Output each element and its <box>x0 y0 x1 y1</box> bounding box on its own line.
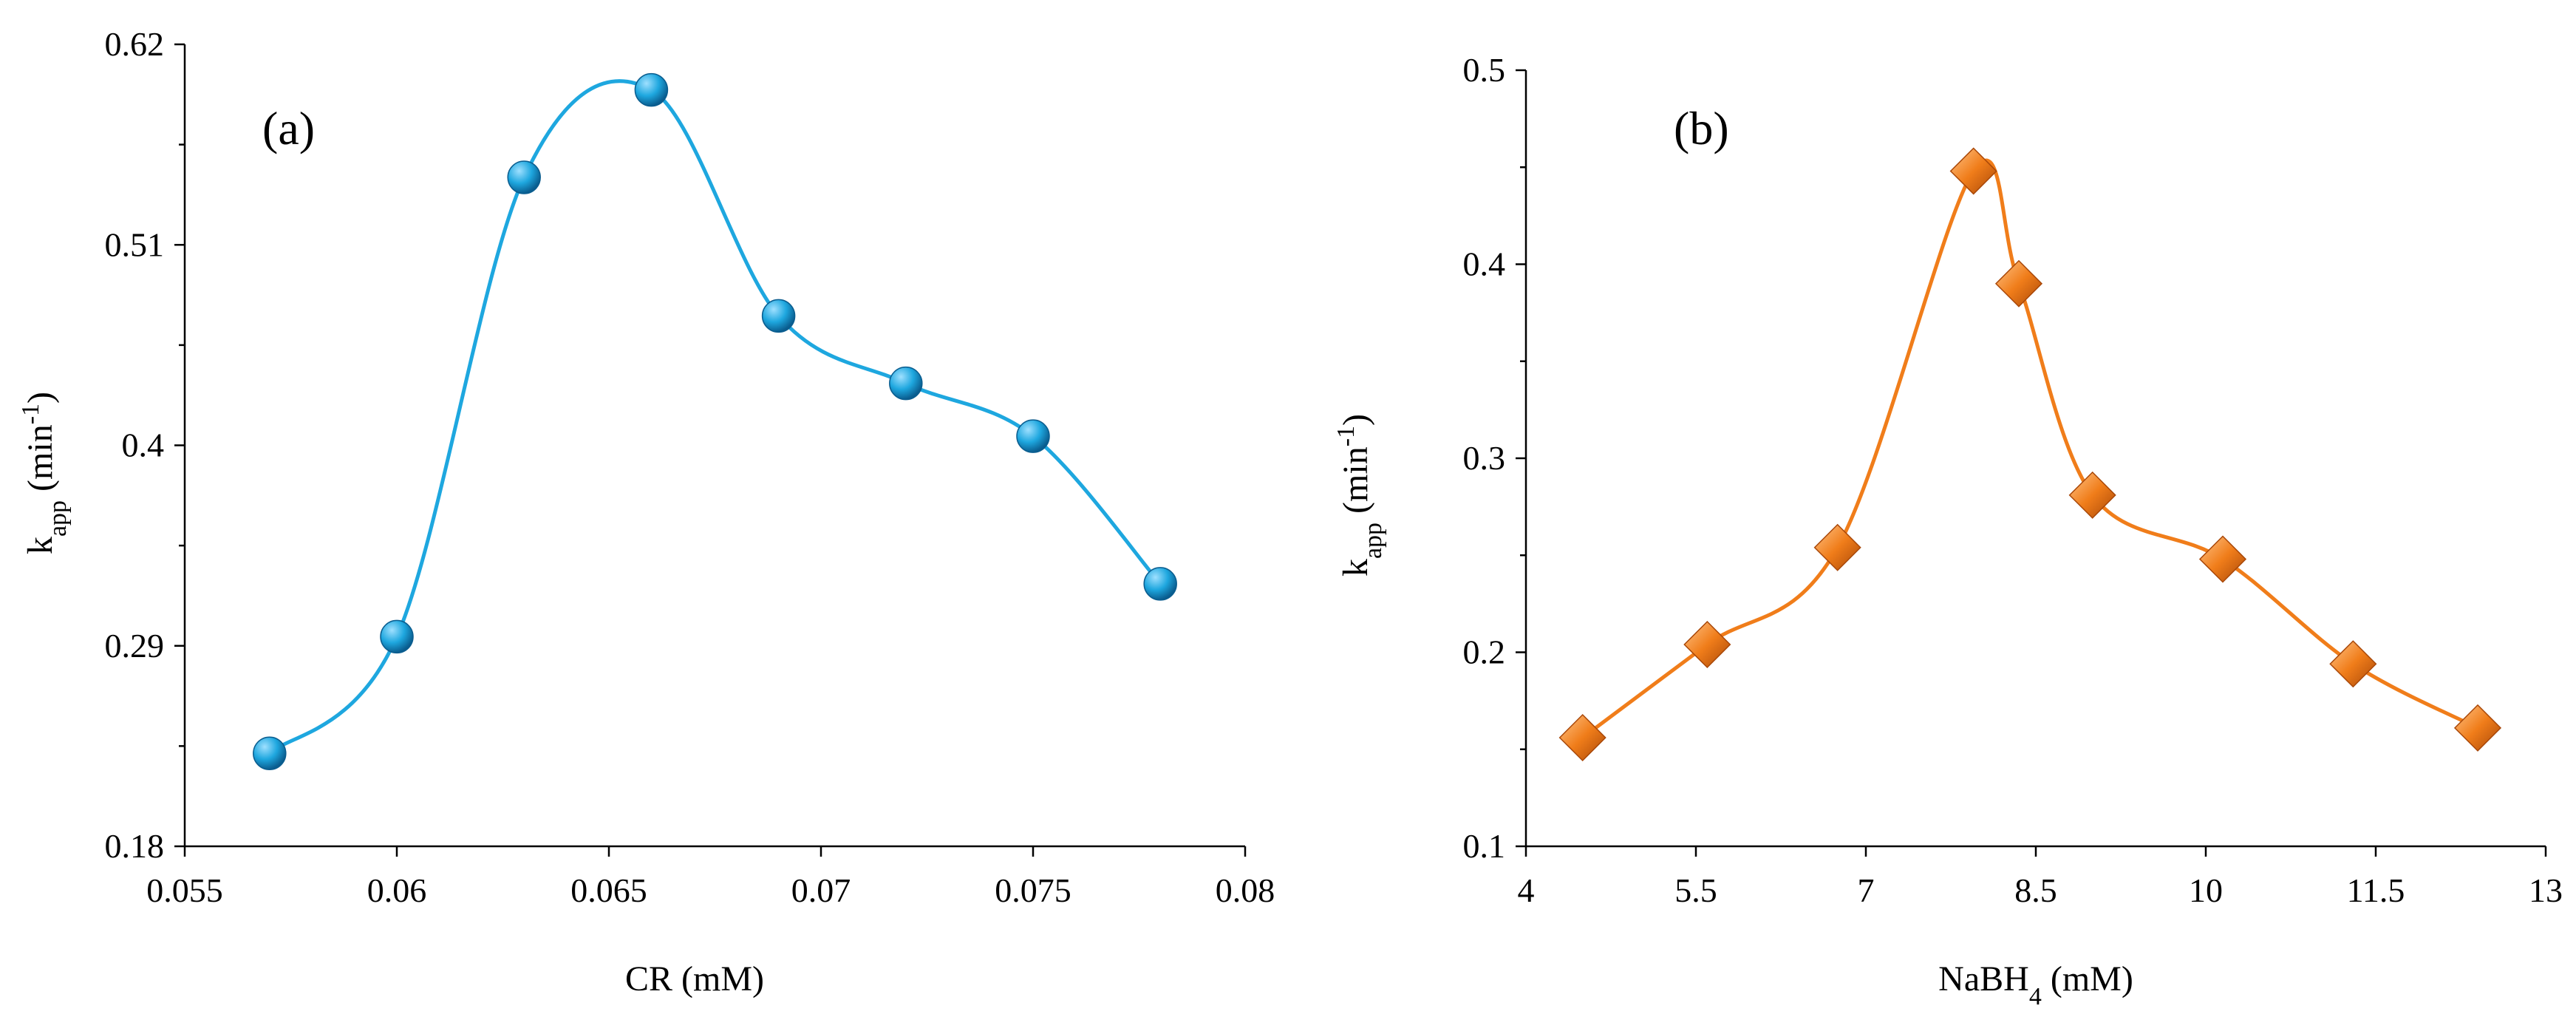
series-line-b <box>1581 158 2479 740</box>
data-point-b-6 <box>2198 535 2247 583</box>
series-marker-layer-a <box>253 72 1177 770</box>
data-point-a-1 <box>380 619 414 654</box>
y-tick-label-a: 0.51 <box>105 225 165 263</box>
y-axis-title-a: kapp (min-1) <box>17 392 72 554</box>
y-tick-label-a: 0.18 <box>105 827 165 865</box>
data-point-a-0 <box>253 736 287 770</box>
y-tick-label-b: 0.1 <box>1463 827 1506 865</box>
x-tick-label-b: 4 <box>1518 871 1535 909</box>
y-axis-title-a-sub: app <box>44 500 72 537</box>
x-axis-title-b: NaBH4 (mM) <box>1938 959 2133 1010</box>
axes-layer-b: 0.1 0.2 0.3 0.4 0.5 4 5.5 7 8.5 10 11.5 13 <box>1463 51 2563 909</box>
series-curve-layer-b <box>1581 158 2479 740</box>
series-curve-layer-a <box>268 79 1162 755</box>
panel-label-a: (a) <box>262 102 315 154</box>
x-tick-label-a: 0.07 <box>791 871 851 909</box>
y-tick-label-b: 0.2 <box>1463 633 1506 671</box>
data-point-a-3 <box>634 72 669 107</box>
y-axis-title-b-unit: (min <box>1336 446 1375 523</box>
data-point-b-1 <box>1683 620 1731 669</box>
data-point-b-7 <box>2329 640 2377 688</box>
chart-panel-a: 0.18 0.29 0.4 0.51 0.62 0.055 0.06 0.065 0.07 0.0… <box>17 25 1275 999</box>
x-tick-label-a: 0.065 <box>570 871 647 909</box>
y-tick-label-b: 0.3 <box>1463 439 1506 477</box>
data-point-b-2 <box>1813 523 1861 571</box>
data-point-b-3 <box>1949 147 1997 195</box>
panel-label-b: (b) <box>1674 102 1729 154</box>
y-tick-label-b: 0.5 <box>1463 51 1506 89</box>
y-axis-title-a-main: k <box>21 537 60 554</box>
data-point-b-0 <box>1558 713 1606 762</box>
data-point-b-8 <box>2453 704 2502 752</box>
y-tick-label-a: 0.4 <box>122 426 165 464</box>
y-tick-label-b: 0.4 <box>1463 245 1506 283</box>
x-axis-title-b-main: NaBH <box>1938 959 2029 999</box>
y-axis-title-b: kapp (min-1) <box>1332 414 1387 577</box>
series-marker-layer-b <box>1558 147 2502 762</box>
axes-layer-a: 0.18 0.29 0.4 0.51 0.62 0.055 0.06 0.065 0.07 0.0… <box>105 25 1275 909</box>
data-point-a-5 <box>889 366 923 401</box>
series-line-a <box>268 79 1162 755</box>
x-tick-label-a: 0.06 <box>367 871 427 909</box>
y-axis-title-b-sub: app <box>1360 523 1387 559</box>
x-axis-title-b-sub: 4 <box>2029 983 2042 1010</box>
data-point-b-5 <box>2068 471 2116 519</box>
x-tick-label-b: 11.5 <box>2347 871 2405 909</box>
y-axis-title-a-sup: -1 <box>17 404 44 424</box>
y-tick-label-a: 0.62 <box>105 25 165 63</box>
x-axis-title-b-unit: (mM) <box>2042 959 2133 999</box>
data-point-a-4 <box>761 299 796 333</box>
y-axis-title-b-close: ) <box>1336 414 1375 426</box>
x-tick-label-a: 0.055 <box>146 871 223 909</box>
x-tick-label-b: 7 <box>1858 871 1875 909</box>
data-point-a-6 <box>1016 419 1050 453</box>
y-axis-title-a-close: ) <box>21 392 60 404</box>
x-tick-label-a: 0.075 <box>995 871 1071 909</box>
x-tick-label-b: 10 <box>2189 871 2223 909</box>
data-point-a-7 <box>1143 567 1177 601</box>
x-tick-label-b: 5.5 <box>1674 871 1717 909</box>
x-tick-label-a: 0.08 <box>1216 871 1275 909</box>
data-point-a-2 <box>507 160 541 194</box>
x-tick-label-b: 13 <box>2529 871 2563 909</box>
x-axis-title-a: CR (mM) <box>625 959 764 999</box>
chart-panel-b: 0.1 0.2 0.3 0.4 0.5 4 5.5 7 8.5 10 11.5 13 (b) NaBH… <box>1332 51 2563 1010</box>
x-tick-label-b: 8.5 <box>2014 871 2057 909</box>
data-point-b-4 <box>1994 259 2043 307</box>
y-axis-title-b-sup: -1 <box>1332 426 1360 446</box>
y-axis-title-b-main: k <box>1336 559 1375 577</box>
y-tick-label-a: 0.29 <box>105 627 165 664</box>
y-axis-title-a-unit: (min <box>21 424 60 500</box>
